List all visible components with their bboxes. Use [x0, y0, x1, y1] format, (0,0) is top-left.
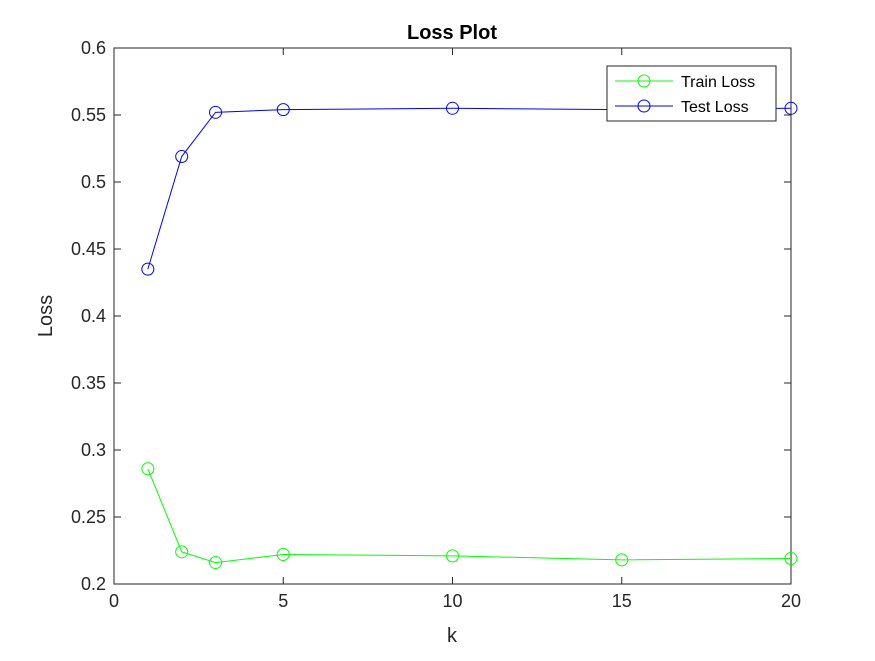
test-loss-point: [141, 262, 155, 276]
y-tick-label: 0.45: [71, 239, 106, 259]
legend-test-loss-marker: [637, 99, 651, 113]
x-tick-label: 10: [442, 591, 462, 611]
x-tick-label: 5: [278, 591, 288, 611]
test-loss-point: [209, 105, 223, 119]
legend: Train Loss Test Loss: [606, 65, 777, 122]
y-tick-label: 0.55: [71, 105, 106, 125]
y-tick-label: 0.6: [81, 38, 106, 58]
train-loss-point: [209, 556, 223, 570]
train-loss-point: [615, 553, 629, 567]
legend-box: [606, 65, 777, 122]
y-tick-label: 0.3: [81, 440, 106, 460]
train-loss-line: [147, 468, 792, 564]
y-tick-label: 0.4: [81, 306, 106, 326]
plot-area: 0 5 10 15 20 0.2 0.25 0.3 0.35 0.4 0.45 0.5 0.55 0.6: [71, 38, 801, 611]
test-loss-point: [446, 101, 459, 115]
test-loss-point: [175, 150, 189, 164]
train-loss-point: [784, 552, 798, 566]
x-axis-label: k: [447, 625, 458, 647]
x-tick-label: 20: [781, 591, 801, 611]
train-loss-point: [175, 545, 189, 559]
y-tick-label: 0.35: [71, 373, 106, 393]
x-tick-label: 15: [612, 591, 632, 611]
train-loss-point: [276, 548, 290, 562]
y-axis-label: Loss: [35, 295, 57, 337]
legend-train-loss-marker: [637, 74, 651, 88]
train-loss-point: [446, 549, 459, 563]
x-tick-label: 0: [109, 591, 119, 611]
y-tick-label: 0.25: [71, 507, 106, 527]
legend-train-loss-label: Train Loss: [681, 74, 755, 91]
test-loss-point: [784, 101, 798, 115]
test-loss-point: [276, 103, 290, 117]
chart-title: Loss Plot: [407, 22, 497, 44]
axes-box: [113, 47, 792, 585]
legend-test-loss-label: Test Loss: [681, 99, 749, 116]
y-tick-label: 0.5: [81, 172, 106, 192]
train-loss-point: [141, 462, 155, 476]
y-tick-label: 0.2: [81, 574, 106, 594]
